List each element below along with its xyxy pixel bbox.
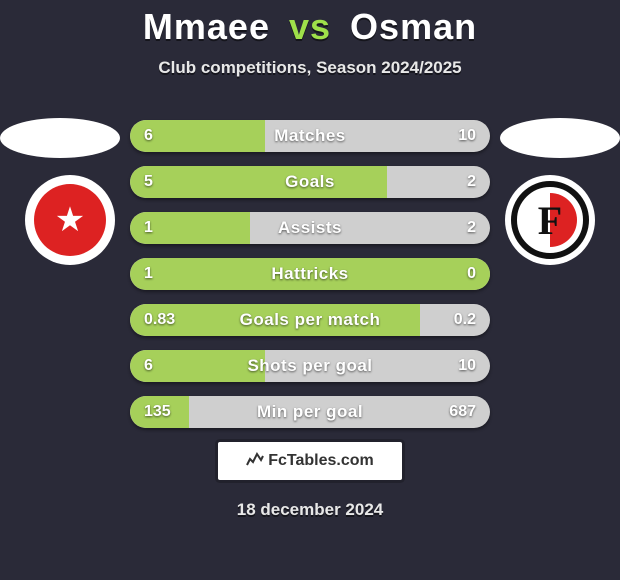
stat-row: 0.830.2Goals per match [130, 304, 490, 336]
player1-oval [0, 118, 120, 158]
brand-badge: FcTables.com [218, 442, 402, 480]
crest-letter: F [538, 197, 562, 244]
player1-name: Mmaee [143, 6, 270, 47]
stats-bars: 610Matches 52Goals 12Assists 10Hattricks 0.8… [130, 120, 490, 442]
brand-icon [246, 451, 264, 472]
club-crest-right: F [500, 170, 600, 270]
player2-name: Osman [350, 6, 477, 47]
stat-label: Assists [130, 212, 490, 244]
stat-row: 12Assists [130, 212, 490, 244]
stat-label: Hattricks [130, 258, 490, 290]
page-title: Mmaee vs Osman [0, 0, 620, 48]
stat-label: Min per goal [130, 396, 490, 428]
stat-label: Goals [130, 166, 490, 198]
feyenoord-crest: F [505, 175, 595, 265]
stat-row: 610Matches [130, 120, 490, 152]
stat-label: Goals per match [130, 304, 490, 336]
star-icon: ★ [34, 184, 106, 256]
stat-row: 10Hattricks [130, 258, 490, 290]
footer-date: 18 december 2024 [0, 500, 620, 520]
stat-row: 52Goals [130, 166, 490, 198]
brand-text: FcTables.com [268, 452, 374, 470]
vs-label: vs [289, 6, 331, 47]
stat-label: Shots per goal [130, 350, 490, 382]
player2-oval [500, 118, 620, 158]
subtitle: Club competitions, Season 2024/2025 [0, 58, 620, 78]
stat-label: Matches [130, 120, 490, 152]
stat-row: 135687Min per goal [130, 396, 490, 428]
stat-row: 610Shots per goal [130, 350, 490, 382]
mvv-crest: ★ [25, 175, 115, 265]
club-crest-left: ★ [20, 170, 120, 270]
